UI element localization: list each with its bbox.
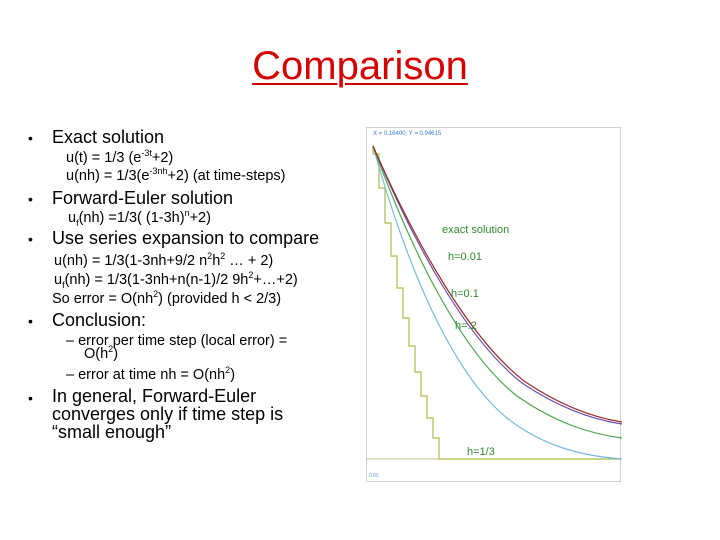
series-error-order: So error = O(nh2) (provided h < 2/3) (52, 289, 282, 307)
bullet-dot: • (28, 191, 33, 207)
conclusion-global-error: – error at time nh = O(nh2) (66, 365, 236, 383)
general-line-2: converges only if time step is (52, 404, 284, 424)
plot-coordinate-readout: X = 0.16400, Y = 0.94615 (373, 131, 442, 137)
label-h-0-2: h=.2 (455, 320, 477, 332)
curve-h-0-01 (372, 145, 622, 425)
bullet-dot: • (28, 231, 33, 247)
plot-corner-tick: 0.85 (369, 473, 379, 479)
series-euler-expansion: uf(nh) = 1/3(1-3nh+n(n-1)/2 9h2+…+2) (54, 270, 298, 290)
label-exact-solution: exact solution (442, 224, 510, 236)
general-line-3: “small enough” (52, 422, 172, 442)
conclusion-local-error: – error per time step (local error) = (66, 333, 288, 349)
solution-plot: X = 0.16400, Y = 0.94615 0.85 exact solu… (366, 127, 622, 482)
plot-canvas (367, 145, 622, 460)
bullet-dot: • (28, 390, 33, 406)
label-h-0-1: h=0.1 (451, 288, 479, 300)
bullet-exact-heading: Exact solution (52, 127, 165, 147)
slide-title: Comparison (252, 44, 468, 88)
bullet-dot: • (28, 313, 33, 329)
label-h-1-3: h=1/3 (467, 446, 495, 458)
euler-formula: uf(nh) =1/3( (1-3h)n+2) (68, 208, 211, 228)
series-exact-expansion: u(nh) = 1/3(1-3nh+9/2 n2h2 … + 2) (54, 251, 274, 269)
label-h-0-01: h=0.01 (448, 251, 482, 263)
curve-h-0-1 (372, 145, 622, 439)
conclusion-local-error-order: O(h2) (84, 344, 119, 362)
bullet-dot: • (28, 130, 33, 146)
curve-exact-solution (372, 145, 622, 423)
general-line-1: In general, Forward-Euler (52, 386, 257, 406)
bullet-euler-heading: Forward-Euler solution (52, 188, 234, 208)
bullet-conclusion-heading: Conclusion: (52, 310, 147, 330)
bullet-series-heading: Use series expansion to compare (52, 228, 320, 248)
curve-h-0-2 (372, 145, 622, 460)
exact-formula-timesteps: u(nh) = 1/3(e-3nh+2) (at time-steps) (66, 166, 286, 184)
exact-formula-continuous: u(t) = 1/3 (e-3t+2) (66, 148, 174, 166)
